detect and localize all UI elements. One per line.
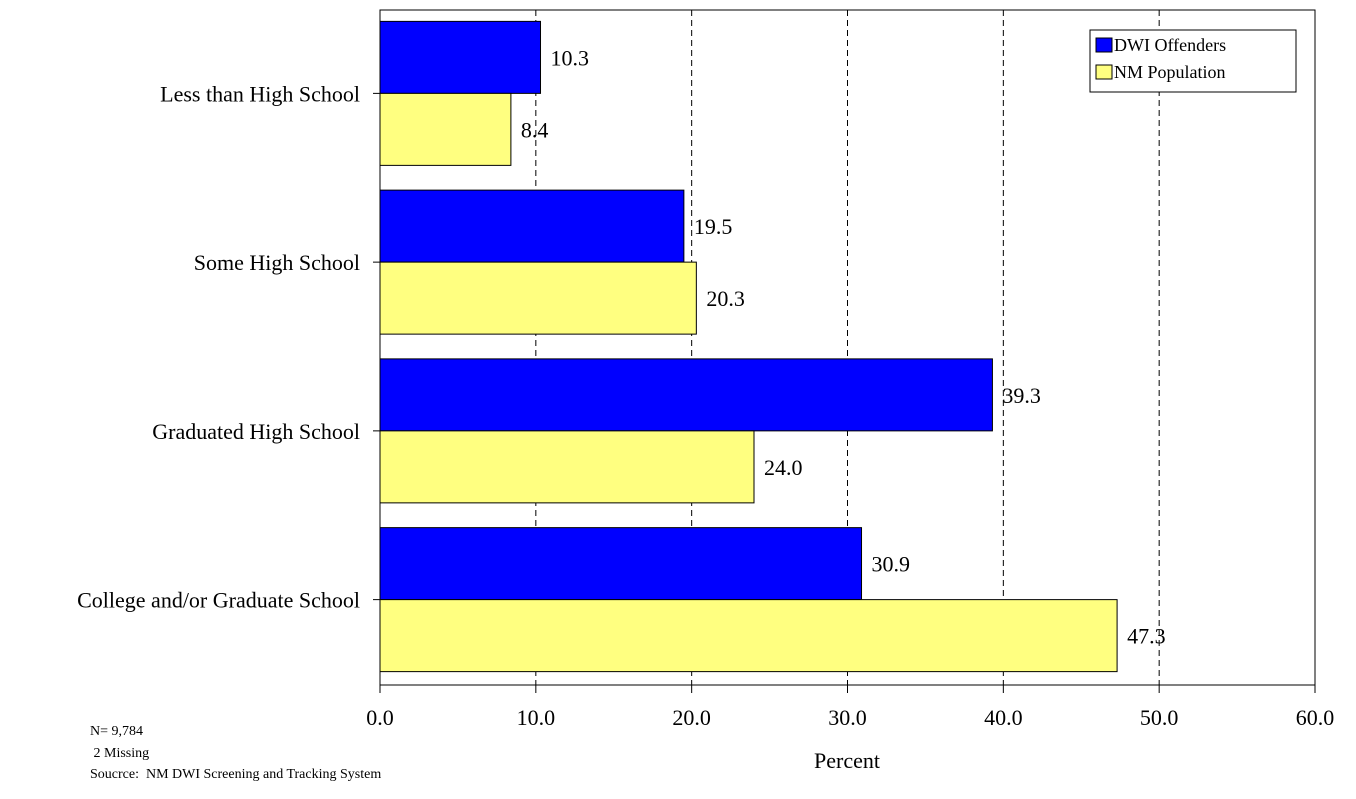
bar — [379, 189, 685, 263]
bar-value-label: 39.3 — [1002, 383, 1041, 408]
category-label: Some High School — [194, 250, 360, 275]
x-tick-label: 10.0 — [517, 705, 556, 730]
bar — [379, 261, 697, 335]
bar-value-label: 47.3 — [1127, 624, 1166, 649]
x-tick-label: 0.0 — [366, 705, 394, 730]
bar — [379, 527, 863, 601]
category-axis: Less than High School Some High School Gra… — [77, 81, 380, 613]
bar-value-label: 20.3 — [706, 286, 745, 311]
x-tick-label: 40.0 — [984, 705, 1023, 730]
legend-swatch — [1095, 64, 1113, 80]
bar — [379, 92, 512, 166]
x-tick-label: 50.0 — [1140, 705, 1179, 730]
bar-value-label: 30.9 — [872, 552, 911, 577]
bar — [379, 358, 993, 432]
source-note: Soucrce: NM DWI Screening and Tracking S… — [90, 767, 382, 782]
legend: DWI Offenders NM Population — [1089, 29, 1297, 93]
bar — [379, 599, 1118, 673]
bar-value-label: 24.0 — [764, 455, 803, 480]
x-tick-label: 20.0 — [672, 705, 711, 730]
bar — [379, 430, 755, 504]
legend-items: DWI Offenders NM Population — [1095, 35, 1226, 82]
x-tick-label: 60.0 — [1296, 705, 1335, 730]
x-axis: 0.0 10.0 20.0 30.0 40.0 50.0 60.0 — [366, 685, 1334, 730]
x-tick-label: 30.0 — [828, 705, 867, 730]
bars-layer — [379, 20, 1118, 673]
missing-note: 2 Missing — [90, 746, 150, 761]
legend-label: DWI Offenders — [1114, 35, 1226, 55]
legend-box — [1089, 29, 1297, 93]
bar-value-label: 19.5 — [694, 214, 733, 239]
bar-value-label: 10.3 — [551, 45, 590, 70]
sample-size-note: N= 9,784 — [90, 724, 144, 739]
category-label: Less than High School — [160, 81, 360, 106]
bar-value-label: 8.4 — [521, 117, 549, 142]
legend-swatch — [1095, 37, 1113, 53]
bar — [379, 20, 542, 94]
labels-layer: 10.3 8.4 19.5 20.3 39.3 24.0 30.9 47.3 — [521, 45, 1166, 648]
category-label: College and/or Graduate School — [77, 588, 360, 613]
legend-label: NM Population — [1114, 62, 1226, 82]
category-label: Graduated High School — [152, 419, 360, 444]
x-axis-title: Percent — [814, 748, 880, 773]
